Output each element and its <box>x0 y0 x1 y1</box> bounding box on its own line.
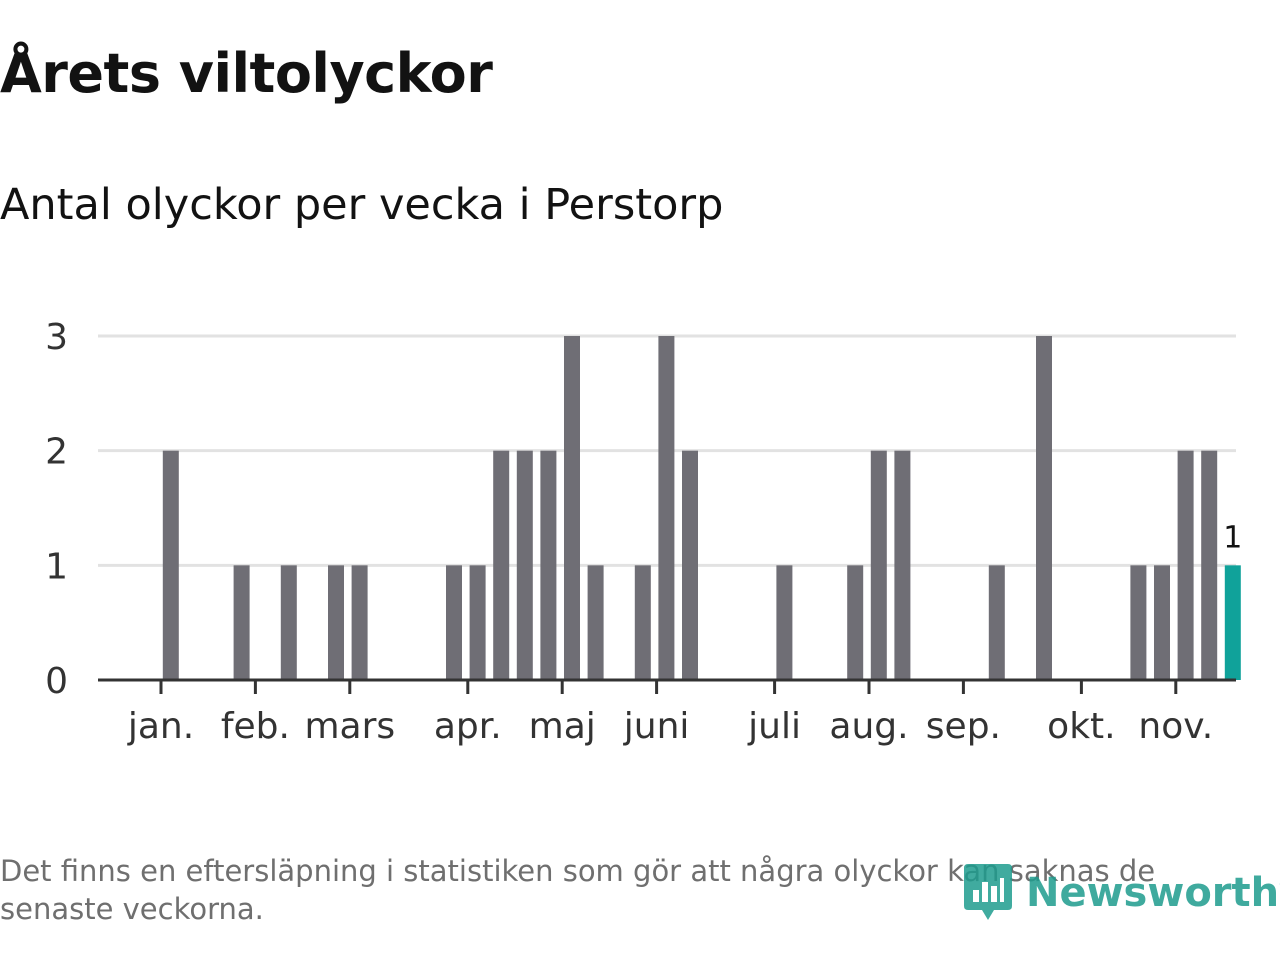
bar <box>894 450 911 680</box>
y-tick-label: 1 <box>45 546 68 587</box>
bar <box>516 450 533 680</box>
bar <box>988 565 1005 680</box>
newsworthy-icon <box>964 864 1012 920</box>
newsworthy-logo: Newsworthy <box>962 862 1280 924</box>
bar <box>682 450 698 680</box>
x-tick-label: jan. <box>127 706 194 747</box>
bar <box>328 565 344 680</box>
footnote: Det finns en eftersläpning i statistiken… <box>0 854 1156 926</box>
x-tick-label: mars <box>304 706 395 747</box>
y-tick-label: 0 <box>45 661 68 702</box>
bar <box>847 565 864 680</box>
bar <box>564 336 580 680</box>
bar-highlight <box>1224 565 1241 680</box>
bar <box>162 450 179 680</box>
x-tick-label: sep. <box>926 706 1001 747</box>
bar <box>469 565 486 680</box>
brand-name: Newsworthy <box>1026 870 1280 916</box>
y-axis-ticks: 0 1 2 3 <box>45 317 68 702</box>
x-tick-label: apr. <box>434 706 502 747</box>
x-tick-label: maj <box>529 706 596 747</box>
bar <box>446 565 462 680</box>
bar-chart: 0 1 2 3 jan. feb. mars apr. maj juni juli aug. sep.… <box>45 317 1242 747</box>
x-tick-label: juni <box>623 706 690 747</box>
bar <box>493 450 510 680</box>
bar <box>1036 336 1052 680</box>
bar <box>351 565 368 680</box>
bar <box>587 565 604 680</box>
x-tick-label: aug. <box>829 706 908 747</box>
bar <box>658 336 675 680</box>
data-label: 1 <box>1223 520 1242 555</box>
bar <box>870 450 887 680</box>
bar <box>233 565 250 680</box>
x-tick-label: okt. <box>1047 706 1115 747</box>
x-tick-label: juli <box>747 706 801 747</box>
x-tick-label: feb. <box>221 706 290 747</box>
x-tick-label: nov. <box>1138 706 1213 747</box>
bar <box>1201 450 1218 680</box>
chart-title: Årets viltolyckor <box>0 42 493 105</box>
bar <box>280 565 297 680</box>
bar <box>776 565 793 680</box>
bar <box>1177 450 1194 680</box>
x-axis-ticks: jan. feb. mars apr. maj juni juli aug. sep. okt. n… <box>127 680 1213 747</box>
y-tick-label: 2 <box>45 432 68 473</box>
bar <box>540 450 557 680</box>
bar <box>1154 565 1170 680</box>
y-tick-label: 3 <box>45 317 68 358</box>
chart-subtitle: Antal olyckor per vecka i Perstorp <box>0 180 724 230</box>
bar <box>1130 565 1147 680</box>
bars <box>162 336 1241 680</box>
bar <box>634 565 651 680</box>
